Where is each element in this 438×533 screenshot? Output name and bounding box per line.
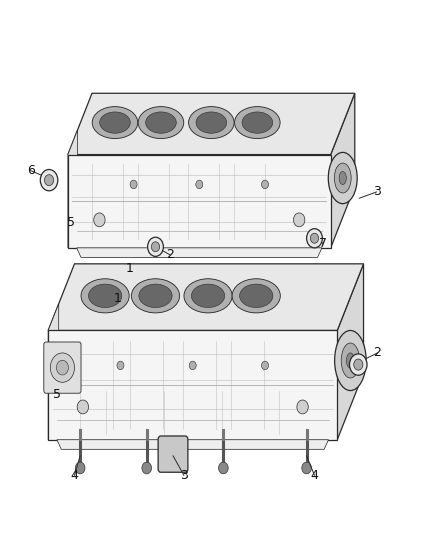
Ellipse shape bbox=[346, 353, 354, 368]
Polygon shape bbox=[337, 264, 364, 440]
Circle shape bbox=[297, 400, 308, 414]
Ellipse shape bbox=[335, 330, 366, 391]
Text: 6: 6 bbox=[27, 164, 35, 177]
Circle shape bbox=[196, 180, 203, 189]
Text: 5: 5 bbox=[53, 388, 61, 401]
Polygon shape bbox=[57, 440, 328, 449]
FancyBboxPatch shape bbox=[44, 342, 81, 393]
Circle shape bbox=[148, 237, 163, 256]
Ellipse shape bbox=[242, 112, 272, 133]
Text: 3: 3 bbox=[373, 185, 381, 198]
Circle shape bbox=[117, 361, 124, 370]
Polygon shape bbox=[331, 93, 355, 248]
Circle shape bbox=[261, 180, 268, 189]
Circle shape bbox=[130, 180, 137, 189]
Ellipse shape bbox=[191, 284, 225, 308]
Polygon shape bbox=[68, 93, 355, 155]
Ellipse shape bbox=[196, 112, 227, 133]
Circle shape bbox=[45, 175, 53, 185]
Text: 4: 4 bbox=[311, 469, 318, 482]
FancyBboxPatch shape bbox=[68, 155, 331, 248]
Ellipse shape bbox=[145, 112, 177, 133]
Circle shape bbox=[189, 361, 196, 370]
Circle shape bbox=[142, 462, 152, 474]
Ellipse shape bbox=[240, 284, 273, 308]
Circle shape bbox=[152, 242, 159, 252]
Ellipse shape bbox=[92, 107, 138, 139]
Circle shape bbox=[350, 354, 367, 375]
Circle shape bbox=[307, 229, 322, 248]
Circle shape bbox=[302, 462, 311, 474]
Text: 2: 2 bbox=[374, 346, 381, 359]
Ellipse shape bbox=[188, 107, 234, 139]
Ellipse shape bbox=[131, 279, 180, 313]
Ellipse shape bbox=[184, 279, 232, 313]
Polygon shape bbox=[77, 248, 322, 257]
Circle shape bbox=[50, 353, 74, 382]
Text: 5: 5 bbox=[67, 216, 75, 229]
Text: 4: 4 bbox=[71, 469, 78, 482]
Ellipse shape bbox=[334, 163, 351, 193]
Ellipse shape bbox=[339, 172, 346, 184]
Circle shape bbox=[57, 360, 68, 375]
FancyBboxPatch shape bbox=[48, 330, 337, 440]
Ellipse shape bbox=[100, 112, 131, 133]
Polygon shape bbox=[48, 304, 59, 440]
Text: 7: 7 bbox=[319, 237, 327, 250]
Circle shape bbox=[40, 169, 58, 191]
Circle shape bbox=[77, 400, 88, 414]
Circle shape bbox=[354, 359, 363, 370]
Circle shape bbox=[311, 233, 318, 243]
Text: 3: 3 bbox=[180, 469, 188, 482]
Circle shape bbox=[75, 462, 85, 474]
Ellipse shape bbox=[234, 107, 280, 139]
Text: 1: 1 bbox=[126, 262, 134, 275]
Ellipse shape bbox=[138, 107, 184, 139]
Circle shape bbox=[293, 213, 305, 227]
Circle shape bbox=[219, 462, 228, 474]
Ellipse shape bbox=[139, 284, 172, 308]
Ellipse shape bbox=[341, 343, 360, 378]
Ellipse shape bbox=[328, 152, 357, 204]
Circle shape bbox=[94, 213, 105, 227]
Circle shape bbox=[261, 361, 268, 370]
Polygon shape bbox=[68, 130, 78, 248]
Text: 2: 2 bbox=[166, 248, 174, 261]
Ellipse shape bbox=[88, 284, 122, 308]
FancyBboxPatch shape bbox=[158, 436, 188, 472]
Ellipse shape bbox=[81, 279, 129, 313]
Polygon shape bbox=[48, 264, 364, 330]
Text: 1: 1 bbox=[113, 292, 121, 305]
Ellipse shape bbox=[232, 279, 280, 313]
